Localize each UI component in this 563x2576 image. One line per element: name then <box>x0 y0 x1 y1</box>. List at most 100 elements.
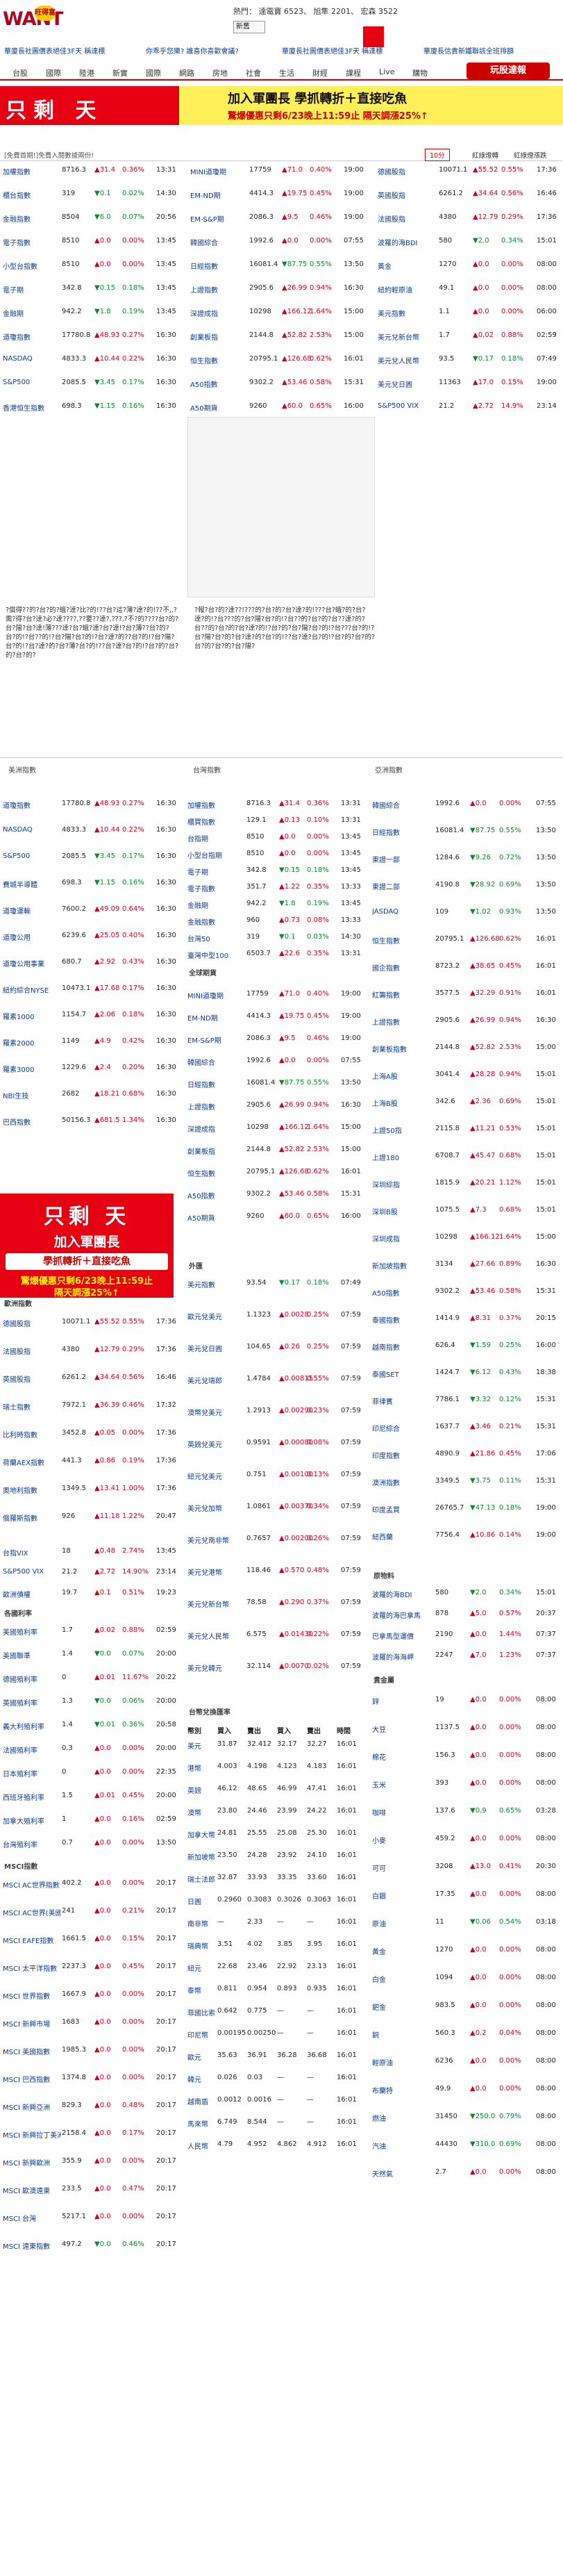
quote-row[interactable]: EM-ND期 4414.3 ▲19.75 0.45% 19:00 <box>187 188 369 201</box>
quote-name[interactable]: 恒生指數 <box>190 358 218 365</box>
quote-name[interactable]: S&P500 VIX <box>3 1568 44 1576</box>
quote-row[interactable]: MSCI 新興歐洲 355.9 ▲0.0 0.00% 20:17 <box>0 2155 182 2169</box>
nav-item[interactable]: 國際 <box>146 69 161 78</box>
quote-row[interactable]: MSCI AC世界指數 402.2 ▲0.0 0.00% 20:17 <box>0 1877 182 1891</box>
nav-item[interactable]: 台股 <box>12 69 28 78</box>
quote-row[interactable]: 紐約綜合NYSE 10473.1 ▲17.68 0.17% 16:30 <box>0 982 182 996</box>
quote-name[interactable]: 紐元兌美元 <box>187 1473 222 1481</box>
quote-row[interactable]: 巴拿馬型運價 2190 ▲0.0 1.44% 07:37 <box>369 1628 563 1642</box>
quote-row[interactable]: 黃金 1270 ▲0.0 0.00% 08:00 <box>369 1944 563 1958</box>
quote-name[interactable]: 布蘭特 <box>372 2088 393 2095</box>
quote-name[interactable]: 小麥 <box>372 1838 386 1845</box>
quote-name[interactable]: JASDAQ <box>372 908 399 916</box>
quote-row[interactable]: 奧地利指數 1349.5 ▲13.41 1.00% 17:36 <box>0 1483 182 1496</box>
quote-row[interactable]: 美元兌日圓 104.65 ▲0.26 0.25% 07:59 <box>185 1341 367 1355</box>
quote-name[interactable]: 天然氣 <box>372 2171 393 2179</box>
quote-row[interactable]: 道瓊公用事業 680.7 ▲2.92 0.43% 16:30 <box>0 956 182 970</box>
quote-name[interactable]: 加拿大殖利率 <box>3 1818 44 1826</box>
quote-row[interactable]: MSCI 台灣 5217.1 ▲0.0 0.00% 20:17 <box>0 2211 182 2224</box>
quote-name[interactable]: 國企指數 <box>372 965 400 973</box>
quote-row[interactable]: 道瓊指數 17780.8 ▲48.93 0.27% 16:30 <box>0 329 182 343</box>
quote-row[interactable]: 臺灣中型100 6503.7 ▲22.6 0.35% 13:31 <box>185 948 367 961</box>
rates-row[interactable]: 英鎊 46.12 48.65 46.99 47.41 16:01 <box>185 1783 367 1797</box>
quote-name[interactable]: MINI道瓊期 <box>187 993 224 1000</box>
site-logo[interactable]: WANT 旺得富 <box>3 6 72 38</box>
quote-row[interactable]: 德國股指 10071.1 ▲55.52 0.55% 17:36 <box>375 164 563 178</box>
quote-row[interactable]: 燃油 31450 ▼250.0 0.79% 08:00 <box>369 2111 563 2124</box>
quote-name[interactable]: MSCI 新興亞洲 <box>3 2104 51 2112</box>
quote-row[interactable]: 韓國綜合 1992.6 ▲0.0 0.00% 07:55 <box>185 1055 367 1068</box>
quote-name[interactable]: NBI生技 <box>3 1093 29 1100</box>
quote-row[interactable]: A50期貨 9260 ▲60.0 0.65% 16:00 <box>187 400 369 414</box>
quote-row[interactable]: 紅籌指數 3577.5 ▲32.29 0.91% 16:01 <box>369 987 563 1001</box>
quote-name[interactable]: 美元兌新台幣 <box>187 1601 229 1609</box>
quote-row[interactable]: 義大利殖利率 1.4 ▼0.01 0.36% 20:58 <box>0 1719 182 1733</box>
quote-row[interactable]: 加權指數 8716.3 ▲31.4 0.36% 13:31 <box>185 798 367 811</box>
quote-row[interactable]: 深證成指 10298 ▲166.12 1.64% 15:00 <box>187 306 369 320</box>
quote-name[interactable]: 美國殖利率 <box>3 1629 37 1637</box>
quote-name[interactable]: MSCI 新興拉丁美洲 <box>3 2132 61 2140</box>
quote-name[interactable]: 德國股指 <box>3 1321 31 1328</box>
quote-name[interactable]: 法國股指 <box>378 216 405 224</box>
quote-name[interactable]: 恒生指數 <box>187 1171 215 1178</box>
rates-row[interactable]: 瑞士法郎 32.87 33.93 33.35 33.60 16:01 <box>185 1872 367 1885</box>
nav-item[interactable]: 購物 <box>412 69 428 78</box>
quote-row[interactable]: 布蘭特 49.9 ▲0.0 0.00% 08:00 <box>369 2083 563 2097</box>
quote-row[interactable]: 羅素1000 1154.7 ▲2.06 0.18% 16:30 <box>0 1009 182 1023</box>
quote-row[interactable]: 美元兌南非幣 0.7657 ▲0.00200 0.26% 07:59 <box>185 1533 367 1546</box>
quote-name[interactable]: EM-ND期 <box>187 1015 218 1023</box>
hot-stock-link[interactable]: 宏森 3522 <box>360 7 398 16</box>
news-link[interactable]: 華廈長社圖價表絕佳3F天 稱達標 <box>4 48 106 56</box>
quote-row[interactable]: 棉花 156.3 ▲0.0 0.00% 08:00 <box>369 1749 563 1763</box>
quote-name[interactable]: 英鎊兌美元 <box>187 1442 222 1449</box>
rates-row[interactable]: 歐元 35.63 36.91 36.28 36.68 16:01 <box>185 2049 367 2063</box>
quote-name[interactable]: 紐西蘭 <box>372 1534 393 1542</box>
quote-row[interactable]: 大豆 1137.5 ▲0.0 0.00% 08:00 <box>369 1722 563 1735</box>
quote-name[interactable]: 白銀 <box>372 1893 386 1901</box>
quote-name[interactable]: 深圳成指 <box>372 1236 400 1244</box>
quote-name[interactable]: 費城半導體 <box>3 882 37 889</box>
quote-name[interactable]: NASDAQ <box>3 826 33 834</box>
quote-row[interactable]: 美元兌韓元 32.114 ▲0.0070 0.02% 07:59 <box>185 1660 367 1674</box>
quote-name[interactable]: 波羅的海BDI <box>378 240 418 247</box>
quote-name[interactable]: 日本殖利率 <box>3 1771 37 1778</box>
quote-row[interactable]: 紐元兌美元 0.751 ▲0.00100 0.13% 07:59 <box>185 1469 367 1483</box>
quote-name[interactable]: 美元兌人民幣 <box>378 358 419 365</box>
quote-name[interactable]: 美元兌瑞郎 <box>187 1378 222 1385</box>
quote-row[interactable]: 日經指數 16081.4 ▼87.75 0.55% 13:50 <box>185 1077 367 1091</box>
quote-row[interactable]: 道瓊運輸 7600.2 ▲49.09 0.64% 16:30 <box>0 903 182 917</box>
promo-banner-top[interactable]: 只剩 天 加入軍團長 學抓轉折＋直接吃魚 驚爆優惠只剩6/23晚上11:59止 … <box>0 86 563 125</box>
quote-name[interactable]: MSCI 新興市場 <box>3 2021 51 2029</box>
quote-name[interactable]: MSCI 巴西指數 <box>3 2077 51 2084</box>
quote-name[interactable]: 荷蘭AEX指數 <box>3 1460 45 1467</box>
quote-row[interactable]: 印尼綜合 1637.7 ▲3.46 0.21% 15:31 <box>369 1421 563 1435</box>
quote-name[interactable]: 印度孟買 <box>372 1507 400 1514</box>
quote-row[interactable]: 櫃買指數 129.1 ▲0.13 0.10% 13:31 <box>185 814 367 828</box>
quote-row[interactable]: 美元兌港幣 118.46 ▲0.570 0.48% 07:59 <box>185 1564 367 1578</box>
quote-name[interactable]: 道瓊指數 <box>3 334 31 342</box>
quote-row[interactable]: 電子期 342.8 ▼0.15 0.18% 13:45 <box>0 282 182 296</box>
rates-row[interactable]: 南非幣 — 2.33 — — 16:01 <box>185 1916 367 1930</box>
news-link[interactable]: 你乖乎您樂? 誰喜你喜歡會議? <box>146 48 239 56</box>
quote-row[interactable]: 韓國綜合 1992.6 ▲0.0 0.00% 07:55 <box>187 235 369 249</box>
quote-row[interactable]: 玉米 393 ▲0.0 0.00% 08:00 <box>369 1777 563 1791</box>
quote-row[interactable]: 美元兌人民幣 6.575 ▲0.01430 0.22% 07:59 <box>185 1628 367 1642</box>
quote-name[interactable]: 印度指數 <box>372 1453 400 1460</box>
quote-name[interactable]: 日經指數 <box>187 1082 215 1089</box>
quote-row[interactable]: 鋅 19 ▲0.0 0.00% 08:00 <box>369 1694 563 1708</box>
quote-name[interactable]: 德國殖利率 <box>3 1676 37 1684</box>
quote-name[interactable]: 恒生指數 <box>372 938 400 946</box>
quote-row[interactable]: 小型台指數 8510 ▲0.0 0.00% 13:45 <box>0 258 182 272</box>
quote-row[interactable]: 泰國SET 1424.7 ▼6.12 0.43% 18:38 <box>369 1367 563 1380</box>
quote-name[interactable]: 澳幣兌美元 <box>187 1410 222 1417</box>
quote-row[interactable]: 比利時指數 3452.8 ▲0.05 0.00% 17:36 <box>0 1427 182 1441</box>
quote-name[interactable]: 金融指數 <box>3 216 31 224</box>
rates-row[interactable]: 馬來幣 6.749 8.544 — — 16:01 <box>185 2116 367 2130</box>
quote-row[interactable]: 英鎊兌美元 0.9591 ▲0.00080 0.08% 07:59 <box>185 1437 367 1451</box>
quote-row[interactable]: S&P500 VIX 21.2 ▲2.72 14.9% 23:14 <box>375 400 563 414</box>
quote-row[interactable]: S&P500 2085.5 ▼3.45 0.17% 16:30 <box>0 377 182 390</box>
quote-row[interactable]: 美國聯準 1.4 ▼0.0 0.07% 20:00 <box>0 1648 182 1662</box>
quote-row[interactable]: 輕原油 6236 ▲0.0 0.00% 08:00 <box>369 2055 563 2069</box>
quote-row[interactable]: A50期貨 9260 ▲60.0 0.65% 16:00 <box>185 1210 367 1224</box>
quote-name[interactable]: 香港恒生指數 <box>3 405 44 413</box>
